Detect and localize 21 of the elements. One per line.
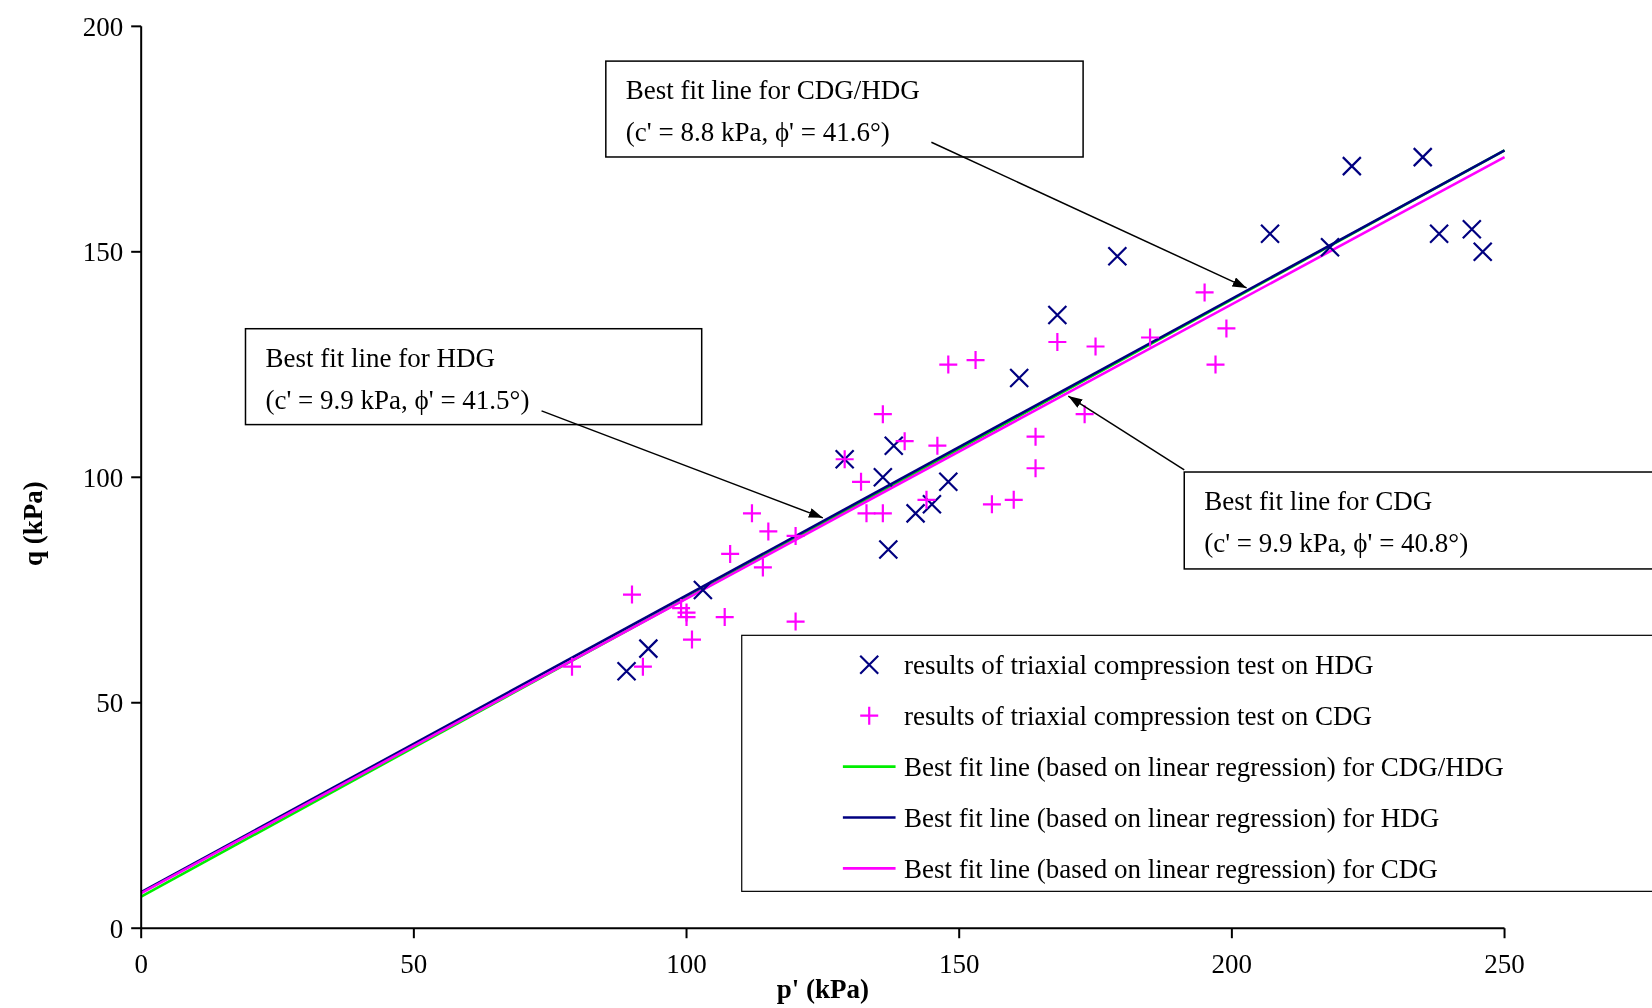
x-tick-label: 150	[938, 949, 980, 980]
legend-label: Best fit line (based on linear regression) for HDG	[903, 802, 1440, 833]
x-tick-label: 200	[1211, 949, 1253, 980]
y-tick-label: 150	[82, 237, 124, 268]
y-tick-label: 100	[82, 462, 124, 493]
y-axis-title: q (kPa)	[18, 481, 49, 567]
y-tick-label: 50	[96, 688, 124, 719]
x-tick-label: 50	[400, 949, 428, 980]
x-tick-label: 100	[666, 949, 707, 980]
legend-label: Best fit line (based on linear regression) for CDG	[903, 853, 1438, 884]
x-tick-label: 250	[1484, 949, 1525, 980]
x-axis-title: p' (kPa)	[776, 973, 869, 1004]
x-tick-label: 0	[134, 949, 148, 980]
legend-label: results of triaxial compression test on HDG	[903, 650, 1374, 681]
y-tick-label: 200	[82, 11, 124, 42]
annotation: Best fit line for CDG/HDG (c' = 8.8 kPa, ϕ' = 41.6°)	[625, 75, 920, 148]
annotation: Best fit line for CDG (c' = 9.9 kPa, ϕ' = 40.8°)	[1204, 486, 1469, 559]
legend-label: results of triaxial compression test on CDG	[903, 701, 1372, 732]
y-tick-label: 0	[109, 913, 124, 944]
legend-label: Best fit line (based on linear regression) for CDG/HDG	[903, 752, 1504, 783]
annotation: Best fit line for HDG (c' = 9.9 kPa, ϕ' = 41.5°)	[265, 342, 530, 415]
